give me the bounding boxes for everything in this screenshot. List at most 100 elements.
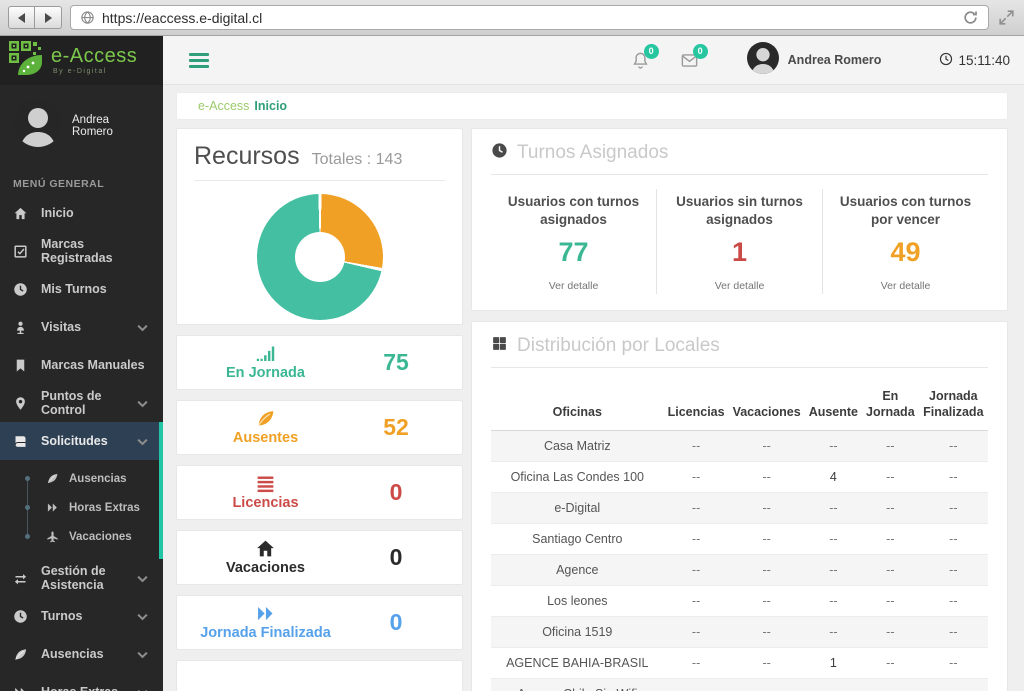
sidebar-item-marcas-manuales[interactable]: Marcas Manuales: [0, 346, 163, 384]
sidebar-item-label: Ausencias: [41, 647, 104, 661]
bell-icon: [631, 51, 650, 70]
value-cell: --: [918, 677, 988, 691]
stat-card-en-jornada[interactable]: En Jornada 75: [176, 335, 463, 390]
stat-label: En Jornada: [226, 365, 305, 382]
leaf-icon: [46, 472, 59, 485]
sidebar-item-ausencias[interactable]: Ausencias: [0, 635, 163, 673]
sidebar-item-label: Horas Extras: [41, 685, 118, 691]
value-cell: --: [804, 491, 863, 524]
visitor-icon: [13, 320, 28, 335]
recursos-card: Recursos Totales : 143: [176, 128, 463, 325]
app-logo[interactable]: e-Access By e-Digital: [0, 36, 163, 85]
sidebar-item-label: Visitas: [41, 320, 82, 334]
table-row: AGENCE BAHIA-BRASIL -- -- 1 -- --: [491, 646, 988, 679]
sidebar-subitem-vacaciones[interactable]: Vacaciones: [0, 522, 163, 551]
sidebar-item-solicitudes[interactable]: Solicitudes: [0, 422, 163, 460]
breadcrumb-current: Inicio: [254, 99, 288, 113]
turno-value: 77: [558, 237, 589, 268]
sidebar-submenu: Ausencias Horas Extras Vacaciones: [0, 460, 163, 559]
expand-icon[interactable]: [997, 8, 1016, 27]
stat-card-jornada-finalizada[interactable]: Jornada Finalizada 0: [176, 595, 463, 650]
sidebar-subitem-ausencias[interactable]: Ausencias: [0, 464, 163, 493]
partial-card: [176, 660, 463, 691]
map-marker-icon: [13, 396, 28, 411]
sidebar-item-horas-extras[interactable]: Horas Extras: [0, 673, 163, 691]
sidebar-item-label: Marcas Manuales: [41, 358, 145, 372]
stat-card-licencias[interactable]: Licencias 0: [176, 465, 463, 520]
notifications-button[interactable]: 0: [631, 43, 659, 70]
table-row: Oficina 1519 -- -- -- -- --: [491, 615, 988, 648]
oficina-cell: Agence: [491, 553, 664, 586]
sidebar-item-gestion-de-asistencia[interactable]: Gestión de Asistencia: [0, 559, 163, 597]
sidebar-item-inicio[interactable]: Inicio: [0, 194, 163, 232]
ver-detalle-link[interactable]: Ver detalle: [880, 280, 931, 293]
table-row: Agence Chile Sin Wifi----------: [491, 677, 988, 691]
clock-icon: [13, 282, 28, 297]
oficina-cell: Oficina 1519: [491, 615, 664, 648]
sidebar-subitem-label: Ausencias: [69, 472, 127, 485]
value-cell: --: [949, 438, 958, 453]
sidebar-item-label: Puntos de Control: [41, 389, 102, 417]
oficina-cell: Santiago Centro: [491, 522, 664, 555]
oficina-cell: e-Digital: [491, 491, 664, 524]
avatar: [746, 41, 779, 79]
user-menu[interactable]: Andrea Romero: [746, 41, 882, 79]
locales-title: Distribución por Locales: [517, 335, 720, 357]
value-cell: --: [728, 677, 805, 691]
plane-icon: [46, 530, 59, 543]
value-cell: --: [862, 491, 919, 524]
value-cell: --: [886, 438, 895, 453]
envelope-icon: [680, 51, 699, 70]
value-cell: --: [829, 438, 838, 453]
menu-toggle-button[interactable]: [185, 49, 213, 72]
sidebar-item-mis-turnos[interactable]: Mis Turnos: [0, 270, 163, 308]
sidebar-subitem-horas-extras[interactable]: Horas Extras: [0, 493, 163, 522]
value-cell: --: [663, 646, 729, 679]
stat-card-vacaciones[interactable]: Vacaciones 0: [176, 530, 463, 585]
sidebar-item-marcas-registradas[interactable]: Marcas Registradas: [0, 232, 163, 270]
sidebar-item-label: Inicio: [41, 206, 74, 220]
locales-table: Oficinas Licencias Vacaciones Ausente En Jor…: [491, 382, 988, 691]
turno-label: Usuarios sin turnos asignados: [676, 194, 803, 227]
logo-title: e-Access: [51, 45, 138, 67]
messages-button[interactable]: 0: [680, 43, 708, 70]
stat-card-ausentes[interactable]: Ausentes 52: [176, 400, 463, 455]
reload-icon[interactable]: [962, 9, 979, 26]
left-column: Recursos Totales : 143 En Jornada 75 Aus…: [176, 128, 463, 691]
value-cell: --: [918, 460, 988, 493]
value-cell: --: [862, 646, 919, 679]
value-cell: --: [918, 553, 988, 586]
ver-detalle-link[interactable]: Ver detalle: [714, 280, 765, 293]
oficina-cell: Agence Chile Sin Wifi: [491, 677, 664, 691]
value-cell: --: [804, 522, 863, 555]
sidebar: e-Access By e-Digital Andrea Romero MENÚ…: [0, 36, 163, 691]
right-column: Turnos Asignados Usuarios con turnos asi…: [471, 128, 1008, 691]
sidebar-item-puntos-de-control[interactable]: Puntos de Control: [0, 384, 163, 422]
sidebar-profile[interactable]: Andrea Romero: [0, 85, 163, 170]
table-row: Santiago Centro -- -- -- -- --: [491, 522, 988, 555]
header-user-name: Andrea Romero: [787, 53, 882, 67]
oficina-cell: Casa Matriz: [543, 438, 611, 453]
sidebar-active-group: Solicitudes Ausencias Horas Extras Vacac…: [0, 422, 163, 559]
stat-cards: En Jornada 75 Ausentes 52 Licencias 0 Va…: [176, 335, 463, 650]
browser-address-bar[interactable]: https://eaccess.e-digital.cl: [70, 5, 989, 30]
value-cell: 1: [804, 646, 863, 679]
breadcrumb-root[interactable]: e-Access: [198, 99, 250, 113]
stat-value: 0: [389, 479, 403, 505]
ver-detalle-link[interactable]: Ver detalle: [548, 280, 599, 293]
browser-forward-button[interactable]: [35, 6, 62, 29]
browser-back-button[interactable]: [8, 6, 35, 29]
turno-value: 1: [731, 237, 748, 268]
value-cell: --: [728, 553, 805, 586]
sidebar-item-turnos[interactable]: Turnos: [0, 597, 163, 635]
column-header: Ausente: [804, 382, 863, 431]
grid-icon: [491, 335, 508, 357]
sidebar-item-label: Mis Turnos: [41, 282, 107, 296]
stat-value: 0: [389, 544, 403, 570]
qr-leaf-logo-icon: [8, 40, 44, 81]
value-cell: --: [728, 491, 805, 524]
turno-label: Usuarios con turnos asignados: [507, 194, 640, 227]
value-cell: --: [728, 460, 805, 493]
sidebar-item-visitas[interactable]: Visitas: [0, 308, 163, 346]
value-cell: --: [663, 460, 729, 493]
